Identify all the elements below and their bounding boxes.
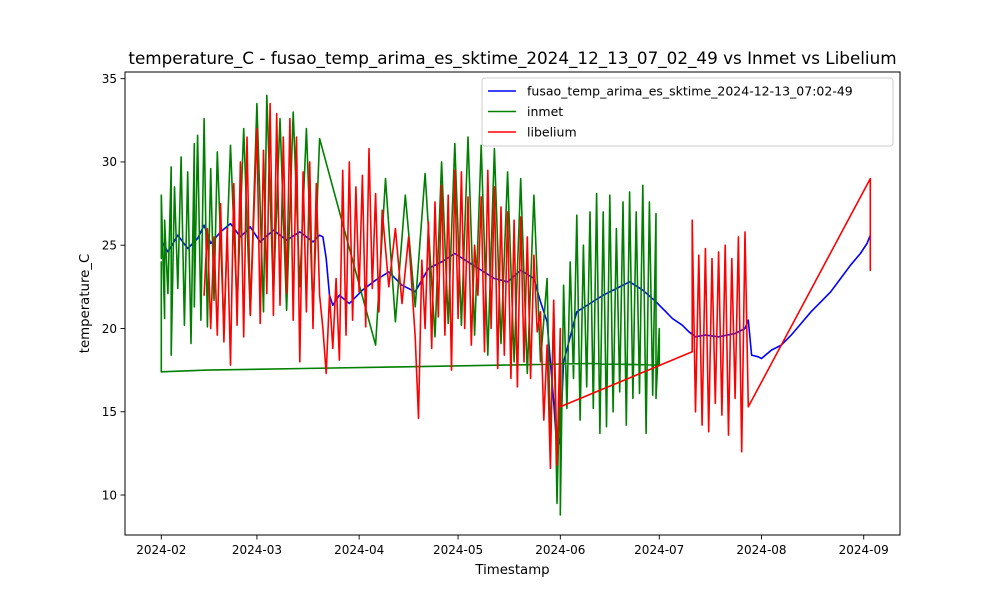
x-tick-label: 2024-09: [839, 543, 889, 557]
x-axis: 2024-02 2024-03 2024-04 2024-05 2024-06 2024-…: [136, 535, 889, 557]
x-tick-label: 2024-07: [634, 543, 684, 557]
legend-label-1: inmet: [527, 104, 563, 119]
legend-label-0: fusao_temp_arima_es_sktime_2024-12-13_07…: [527, 83, 853, 98]
chart-title: temperature_C - fusao_temp_arima_es_skti…: [128, 48, 896, 69]
x-tick-label: 2024-03: [232, 543, 282, 557]
legend-label-2: libelium: [527, 124, 577, 139]
x-tick-label: 2024-04: [334, 543, 384, 557]
series-line-2: [203, 102, 872, 470]
y-tick-label: 30: [102, 155, 117, 169]
series-line-1: [160, 94, 661, 516]
y-tick-label: 20: [102, 322, 117, 336]
y-tick-label: 25: [102, 239, 117, 253]
y-axis: 10 15 20 25 30 35: [102, 72, 125, 502]
y-tick-label: 35: [102, 72, 117, 86]
plot-lines: [160, 94, 872, 516]
plot-frame: [124, 71, 901, 536]
y-tick-label: 15: [102, 405, 117, 419]
series-line-0: [160, 222, 872, 451]
x-tick-label: 2024-02: [136, 543, 186, 557]
x-axis-label: Timestamp: [474, 563, 549, 578]
y-axis-label: temperature_C: [78, 254, 93, 354]
legend-frame: [481, 77, 894, 147]
x-tick-label: 2024-08: [736, 543, 786, 557]
x-tick-label: 2024-05: [433, 543, 483, 557]
y-tick-label: 10: [102, 488, 117, 502]
legend: fusao_temp_arima_es_sktime_2024-12-13_07…: [481, 77, 894, 147]
x-tick-label: 2024-06: [535, 543, 585, 557]
